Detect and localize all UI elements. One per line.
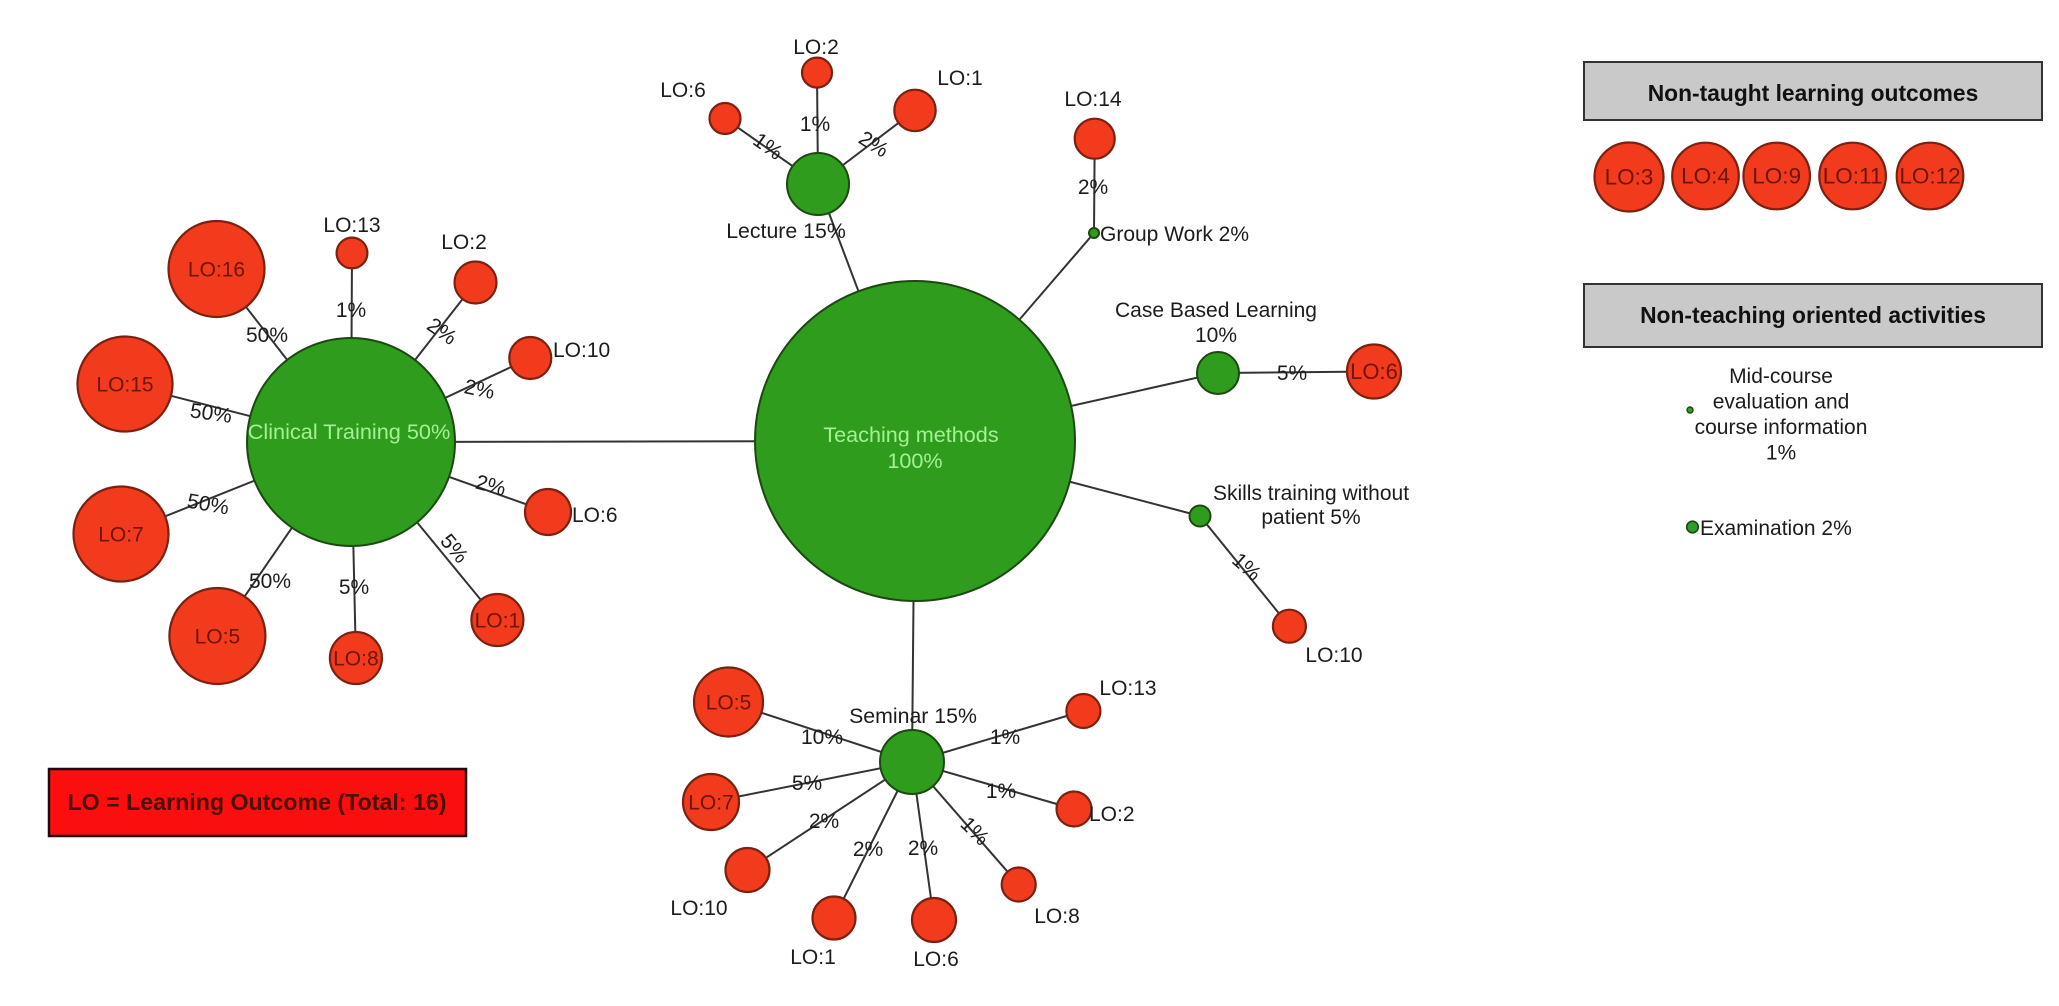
svg-text:Lecture 15%: Lecture 15% xyxy=(726,219,846,243)
svg-text:10%: 10% xyxy=(801,726,843,749)
svg-text:LO:7: LO:7 xyxy=(688,792,734,815)
svg-text:1%: 1% xyxy=(800,113,830,136)
svg-text:1%: 1% xyxy=(1766,442,1796,465)
svg-text:2%: 2% xyxy=(853,838,883,861)
svg-text:LO:1: LO:1 xyxy=(790,946,836,969)
svg-text:Teaching methods: Teaching methods xyxy=(823,422,998,447)
svg-text:LO:5: LO:5 xyxy=(195,626,241,649)
svg-text:LO:6: LO:6 xyxy=(1350,359,1398,384)
svg-text:LO:2: LO:2 xyxy=(793,36,839,59)
svg-text:Skills training without: Skills training without xyxy=(1213,482,1409,505)
svg-text:LO:2: LO:2 xyxy=(1089,803,1135,826)
svg-text:5%: 5% xyxy=(339,576,369,599)
svg-text:LO = Learning Outcome (Total:: LO = Learning Outcome (Total: 16) xyxy=(68,789,447,815)
svg-text:Seminar 15%: Seminar 15% xyxy=(849,704,977,728)
svg-text:1%: 1% xyxy=(986,780,1016,803)
svg-text:Case Based Learning: Case Based Learning xyxy=(1115,299,1317,322)
svg-text:LO:10: LO:10 xyxy=(670,897,727,920)
svg-text:LO:10: LO:10 xyxy=(553,339,610,362)
svg-text:LO:9: LO:9 xyxy=(1752,164,1801,189)
svg-text:LO:12: LO:12 xyxy=(1899,164,1960,189)
svg-text:LO:1: LO:1 xyxy=(475,610,521,633)
svg-text:100%: 100% xyxy=(887,448,942,473)
svg-text:LO:6: LO:6 xyxy=(572,504,618,527)
svg-text:LO:5: LO:5 xyxy=(706,692,752,715)
svg-text:5%: 5% xyxy=(1277,362,1307,385)
svg-text:LO:10: LO:10 xyxy=(1305,644,1362,667)
svg-text:LO:7: LO:7 xyxy=(98,524,144,547)
svg-text:LO:11: LO:11 xyxy=(1823,164,1883,189)
svg-text:LO:2: LO:2 xyxy=(441,231,487,254)
svg-text:Examination 2%: Examination 2% xyxy=(1700,517,1852,540)
svg-text:10%: 10% xyxy=(1195,324,1237,347)
svg-text:LO:13: LO:13 xyxy=(1099,677,1156,700)
svg-text:LO:16: LO:16 xyxy=(188,259,245,282)
svg-text:LO:8: LO:8 xyxy=(1034,905,1080,928)
svg-text:Clinical Training 50%: Clinical Training 50% xyxy=(248,419,451,444)
svg-text:LO:15: LO:15 xyxy=(96,374,153,397)
svg-text:2%: 2% xyxy=(809,810,839,833)
svg-text:LO:14: LO:14 xyxy=(1064,88,1122,111)
svg-text:LO:13: LO:13 xyxy=(323,214,380,237)
svg-text:patient 5%: patient 5% xyxy=(1261,506,1360,529)
svg-text:50%: 50% xyxy=(246,324,288,347)
svg-text:1%: 1% xyxy=(990,726,1020,749)
svg-text:LO:3: LO:3 xyxy=(1605,165,1654,190)
svg-text:LO:1: LO:1 xyxy=(937,67,983,90)
svg-text:Non-teaching oriented activiti: Non-teaching oriented activities xyxy=(1640,302,1986,328)
svg-text:LO:4: LO:4 xyxy=(1681,164,1730,189)
svg-text:2%: 2% xyxy=(1078,176,1108,199)
svg-text:5%: 5% xyxy=(792,772,822,795)
svg-text:evaluation and: evaluation and xyxy=(1713,391,1850,414)
svg-text:2%: 2% xyxy=(908,837,938,860)
svg-text:course information: course information xyxy=(1695,416,1868,439)
svg-text:1%: 1% xyxy=(336,299,366,322)
svg-text:LO:6: LO:6 xyxy=(660,79,706,102)
svg-text:Non-taught learning outcomes: Non-taught learning outcomes xyxy=(1648,80,1979,106)
svg-text:LO:8: LO:8 xyxy=(333,648,379,671)
svg-text:Group Work 2%: Group Work 2% xyxy=(1100,223,1249,246)
svg-text:50%: 50% xyxy=(249,570,291,593)
svg-text:Mid-course: Mid-course xyxy=(1729,365,1833,388)
svg-text:LO:6: LO:6 xyxy=(913,948,959,971)
